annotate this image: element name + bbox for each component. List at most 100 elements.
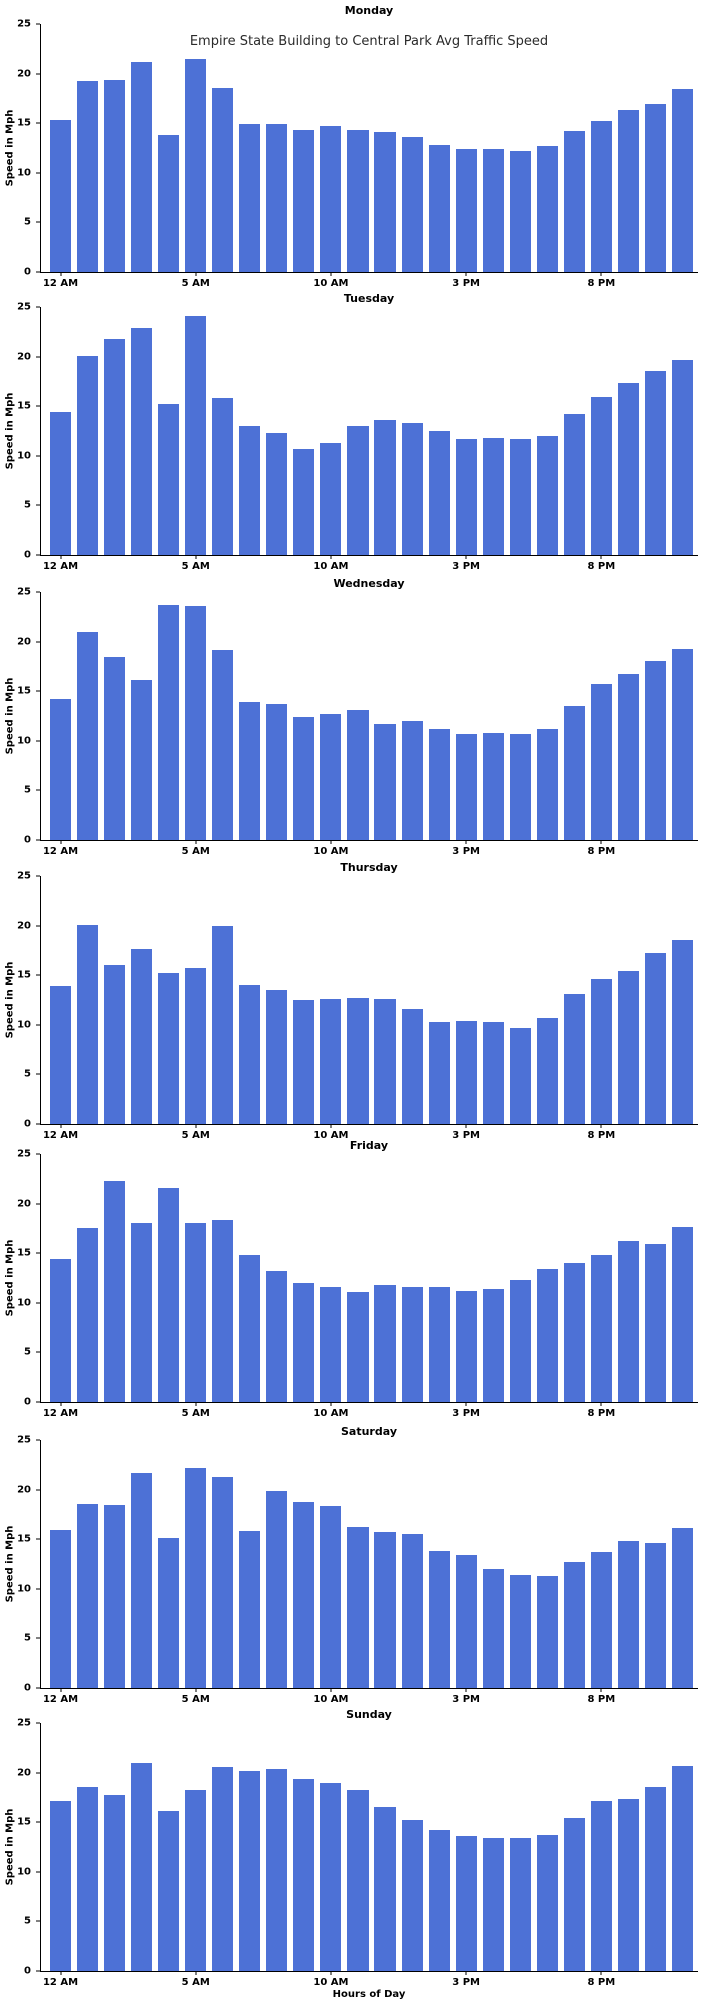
bar-friday-h9 bbox=[293, 1282, 315, 1402]
bar-thursday-h17 bbox=[509, 1027, 531, 1124]
y-tick-mark bbox=[36, 1722, 40, 1724]
x-tick-label: 12 AM bbox=[42, 1130, 79, 1141]
y-tick-mark bbox=[36, 1401, 40, 1403]
bar-sunday-h4 bbox=[158, 1811, 180, 1971]
x-tick-mark bbox=[60, 1124, 62, 1128]
bar-tuesday-h15 bbox=[455, 438, 477, 555]
chart-title-friday: Friday bbox=[349, 1139, 389, 1152]
bar-friday-h13 bbox=[401, 1286, 423, 1402]
bar-tuesday-h11 bbox=[347, 426, 369, 555]
bar-thursday-h5 bbox=[185, 968, 207, 1124]
x-tick-mark bbox=[195, 1971, 197, 1975]
chart-title-tuesday: Tuesday bbox=[343, 292, 395, 305]
x-tick-label: 8 PM bbox=[587, 1408, 616, 1419]
x-tick-mark bbox=[330, 840, 332, 844]
y-tick-mark bbox=[36, 554, 40, 556]
bar-wednesday-h22 bbox=[644, 661, 666, 840]
bar-wednesday-h4 bbox=[158, 604, 180, 840]
bar-wednesday-h13 bbox=[401, 720, 423, 840]
x-tick-label: 10 AM bbox=[313, 1130, 349, 1141]
bar-saturday-h23 bbox=[671, 1528, 693, 1688]
bar-sunday-h21 bbox=[617, 1799, 639, 1971]
bar-tuesday-h13 bbox=[401, 423, 423, 555]
y-tick-label: 0 bbox=[24, 266, 31, 278]
x-tick-mark bbox=[195, 1688, 197, 1692]
x-tick-mark bbox=[330, 1402, 332, 1406]
bar-monday-h2 bbox=[104, 79, 126, 272]
y-tick-mark bbox=[36, 1637, 40, 1639]
plot-area-thursday: Speed in Mph 0 5 10 15 20 25 12 AM 5 AM 10 AM 3 PM… bbox=[5, 871, 698, 1141]
bar-sunday-h17 bbox=[509, 1838, 531, 1971]
bar-tuesday-h14 bbox=[428, 431, 450, 555]
bar-tuesday-h6 bbox=[212, 398, 234, 555]
x-tick-mark bbox=[60, 1688, 62, 1692]
bar-friday-h10 bbox=[320, 1286, 342, 1402]
y-tick-label: 20 bbox=[17, 1198, 31, 1210]
bars-sunday: 12 AM 5 AM 10 AM 3 PM 8 PM bbox=[43, 1723, 696, 1988]
bar-wednesday-h18 bbox=[536, 728, 558, 840]
x-tick-label: 3 PM bbox=[452, 561, 481, 572]
y-tick-mark bbox=[36, 1687, 40, 1689]
x-tick-mark bbox=[465, 840, 467, 844]
bar-friday-h20 bbox=[590, 1255, 612, 1402]
bar-sunday-h8 bbox=[266, 1768, 288, 1971]
bar-saturday-h10 bbox=[320, 1506, 342, 1688]
x-tick-mark bbox=[600, 1402, 602, 1406]
bar-monday-h16 bbox=[482, 149, 504, 272]
bar-tuesday-h10 bbox=[320, 442, 342, 555]
y-tick-mark bbox=[36, 23, 40, 25]
x-tick-mark bbox=[60, 272, 62, 276]
bars-monday: 12 AM 5 AM 10 AM 3 PM 8 PM bbox=[43, 24, 696, 289]
bar-monday-h19 bbox=[563, 131, 585, 272]
y-tick-label: 0 bbox=[24, 549, 31, 561]
bar-saturday-h6 bbox=[212, 1476, 234, 1688]
x-tick-mark bbox=[465, 1402, 467, 1406]
x-tick-label: 10 AM bbox=[313, 1694, 349, 1705]
bar-wednesday-h23 bbox=[671, 648, 693, 840]
x-tick-mark bbox=[60, 555, 62, 559]
bar-wednesday-h20 bbox=[590, 684, 612, 840]
bar-saturday-h8 bbox=[266, 1490, 288, 1688]
x-tick-label: 12 AM bbox=[42, 1694, 79, 1705]
bar-tuesday-h0 bbox=[49, 412, 72, 555]
bar-sunday-h14 bbox=[428, 1830, 450, 1971]
bar-thursday-h0 bbox=[49, 986, 72, 1124]
y-tick-label: 5 bbox=[24, 1068, 31, 1080]
y-tick-mark bbox=[36, 1970, 40, 1972]
bar-tuesday-h1 bbox=[77, 355, 99, 555]
bar-monday-h21 bbox=[617, 110, 639, 272]
y-tick-mark bbox=[36, 1489, 40, 1491]
bar-thursday-h19 bbox=[563, 994, 585, 1124]
y-tick-mark bbox=[36, 1439, 40, 1441]
bar-friday-h14 bbox=[428, 1286, 450, 1402]
bar-friday-h11 bbox=[347, 1291, 369, 1402]
bar-wednesday-h9 bbox=[293, 717, 315, 840]
x-tick-mark bbox=[600, 1971, 602, 1975]
y-tick-mark bbox=[36, 1302, 40, 1304]
bar-saturday-h3 bbox=[131, 1472, 153, 1688]
bar-monday-h12 bbox=[374, 132, 396, 272]
bar-thursday-h2 bbox=[104, 965, 126, 1124]
y-tick-label: 25 bbox=[17, 1434, 31, 1446]
bar-saturday-h4 bbox=[158, 1538, 180, 1688]
bar-saturday-h11 bbox=[347, 1527, 369, 1688]
bar-friday-h4 bbox=[158, 1187, 180, 1402]
y-tick-mark bbox=[36, 641, 40, 643]
bars-tuesday: 12 AM 5 AM 10 AM 3 PM 8 PM bbox=[43, 307, 696, 572]
bar-monday-h0 bbox=[49, 120, 72, 272]
x-tick-mark bbox=[600, 1688, 602, 1692]
x-tick-label: 8 PM bbox=[587, 846, 616, 857]
bar-wednesday-h19 bbox=[563, 706, 585, 840]
bar-thursday-h1 bbox=[77, 924, 99, 1124]
y-tick-label: 10 bbox=[17, 1019, 31, 1031]
bar-saturday-h13 bbox=[401, 1534, 423, 1688]
x-tick-label: 8 PM bbox=[587, 1130, 616, 1141]
y-tick-label: 20 bbox=[17, 351, 31, 363]
bar-tuesday-h17 bbox=[509, 438, 531, 555]
x-tick-label: 10 AM bbox=[313, 1977, 349, 1988]
bar-sunday-h5 bbox=[185, 1790, 207, 1971]
x-tick-label: 3 PM bbox=[452, 846, 481, 857]
bar-saturday-h19 bbox=[563, 1562, 585, 1688]
bar-thursday-h23 bbox=[671, 939, 693, 1124]
bar-friday-h15 bbox=[455, 1290, 477, 1402]
